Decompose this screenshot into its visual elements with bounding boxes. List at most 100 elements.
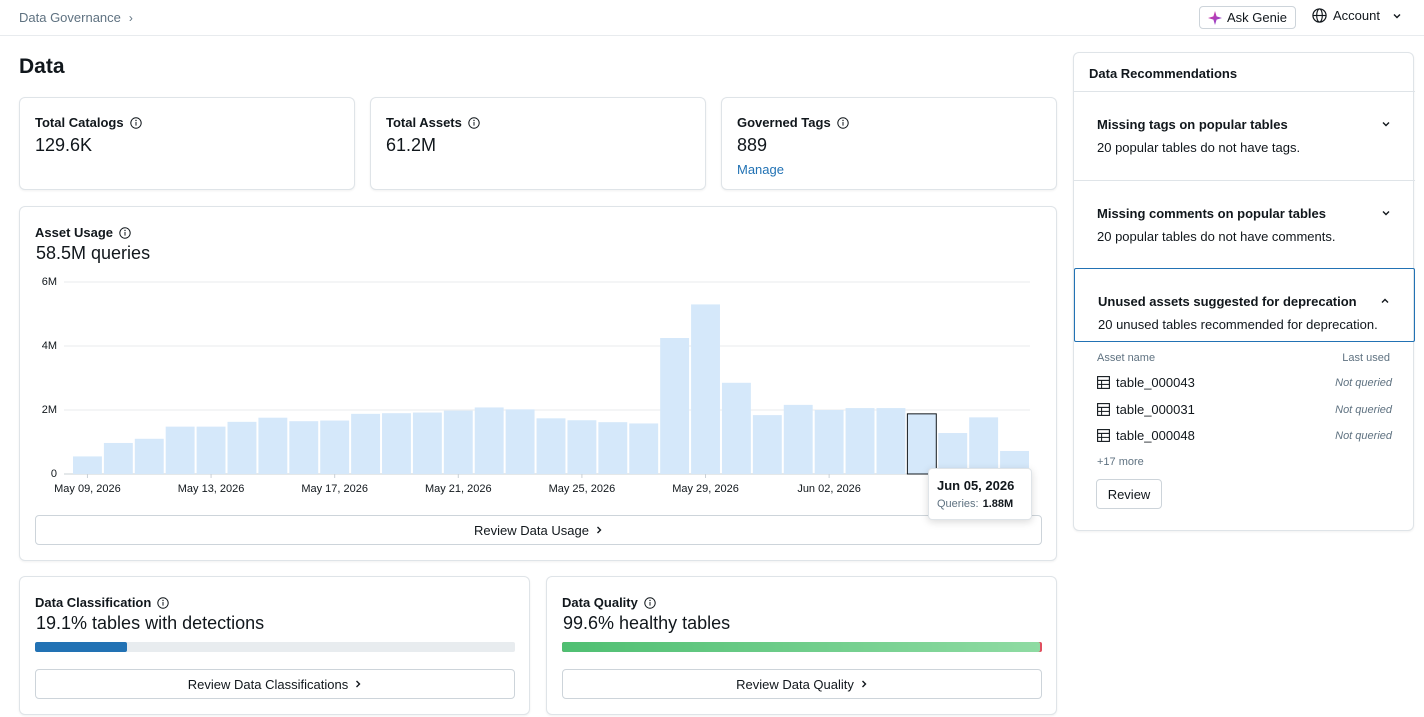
more-assets-link[interactable]: +17 more xyxy=(1097,456,1144,468)
governed-tags-label: Governed Tags xyxy=(737,115,831,130)
chart-tooltip: Jun 05, 2026 Queries: 1.88M xyxy=(928,468,1032,520)
recommendation-unused-assets[interactable]: Unused assets suggested for deprecation … xyxy=(1074,268,1415,342)
table-icon xyxy=(1097,403,1110,416)
top-bar: Data Governance › Ask Genie Account xyxy=(0,0,1424,36)
chart-bar[interactable] xyxy=(289,421,319,474)
data-classification-label: Data Classification xyxy=(35,595,152,610)
review-data-quality-button[interactable]: Review Data Quality xyxy=(562,669,1042,699)
chart-bar[interactable] xyxy=(320,420,350,474)
chart-bar[interactable] xyxy=(783,404,813,474)
account-label: Account xyxy=(1333,8,1380,23)
data-quality-label: Data Quality xyxy=(562,595,638,610)
chevron-down-icon xyxy=(1382,211,1390,216)
chart-bar[interactable] xyxy=(752,415,782,474)
review-data-quality-label: Review Data Quality xyxy=(736,676,854,692)
chart-bar[interactable] xyxy=(73,456,102,474)
chevron-down-icon xyxy=(1393,13,1401,18)
asset-last-used: Not queried xyxy=(1335,403,1392,416)
chart-bar[interactable] xyxy=(660,338,690,474)
chart-bar[interactable] xyxy=(258,417,288,474)
recommendation-missing-comments[interactable]: Missing comments on popular tables 20 po… xyxy=(1074,180,1415,268)
review-data-usage-label: Review Data Usage xyxy=(474,522,589,538)
chart-bar[interactable] xyxy=(505,409,535,474)
asset-usage-chart xyxy=(64,281,1030,478)
asset-name[interactable]: table_000048 xyxy=(1116,428,1195,443)
y-tick-3: 6M xyxy=(41,276,57,288)
info-icon[interactable] xyxy=(129,116,142,129)
chart-bar[interactable] xyxy=(814,410,844,474)
asset-name[interactable]: table_000031 xyxy=(1116,402,1195,417)
chart-bar[interactable] xyxy=(876,408,906,474)
chart-bar[interactable] xyxy=(443,410,473,474)
data-recommendations-panel: Data Recommendations Missing tags on pop… xyxy=(1073,52,1415,531)
review-data-classifications-button[interactable]: Review Data Classifications xyxy=(35,669,515,699)
chart-bar[interactable] xyxy=(845,408,875,474)
chart-bar[interactable] xyxy=(196,426,226,474)
x-tick-label: Jun 02, 2026 xyxy=(797,483,861,495)
globe-icon xyxy=(1312,8,1327,23)
asset-name[interactable]: table_000043 xyxy=(1116,375,1195,390)
tooltip-value: 1.88M xyxy=(982,498,1014,510)
x-tick-label: May 13, 2026 xyxy=(177,483,245,495)
table-icon xyxy=(1097,429,1110,442)
info-icon[interactable] xyxy=(644,596,656,609)
chart-bar[interactable] xyxy=(629,423,659,474)
recommendation-desc: 20 unused tables recommended for depreca… xyxy=(1098,317,1378,332)
asset-row[interactable]: table_000048 Not queried xyxy=(1097,428,1392,443)
info-icon[interactable] xyxy=(836,116,849,129)
chart-bar[interactable] xyxy=(412,412,442,474)
chart-bar[interactable] xyxy=(382,413,411,474)
ask-genie-button[interactable]: Ask Genie xyxy=(1199,6,1296,29)
data-classification-card: Data Classification 19.1% tables with de… xyxy=(19,576,530,715)
chart-bar[interactable] xyxy=(567,420,597,474)
recommendation-desc: 20 popular tables do not have comments. xyxy=(1097,229,1336,244)
asset-row[interactable]: table_000031 Not queried xyxy=(1097,402,1392,417)
info-icon[interactable] xyxy=(157,596,170,609)
chart-bar[interactable] xyxy=(598,422,628,474)
chart-bar[interactable] xyxy=(103,442,133,474)
chart-bar[interactable] xyxy=(721,382,751,474)
tooltip-date: Jun 05, 2026 xyxy=(937,478,1015,493)
sparkle-icon xyxy=(1208,10,1222,25)
chart-bar[interactable] xyxy=(691,304,720,474)
chevron-right-icon: › xyxy=(128,10,133,25)
recommendation-missing-tags[interactable]: Missing tags on popular tables 20 popula… xyxy=(1074,91,1415,180)
y-tick-2: 4M xyxy=(41,340,57,352)
breadcrumb-link-data-governance[interactable]: Data Governance xyxy=(19,10,121,25)
chevron-right-icon xyxy=(596,526,602,534)
chevron-down-icon xyxy=(1382,122,1390,127)
asset-last-used: Not queried xyxy=(1335,376,1392,389)
asset-row[interactable]: table_000043 Not queried xyxy=(1097,375,1392,390)
info-icon[interactable] xyxy=(119,226,131,239)
review-data-classifications-label: Review Data Classifications xyxy=(187,676,349,692)
review-button[interactable]: Review xyxy=(1096,479,1162,509)
quality-progress-bar xyxy=(562,642,1042,652)
data-quality-card: Data Quality 99.6% healthy tables Review… xyxy=(546,576,1057,715)
chart-bar[interactable] xyxy=(134,438,164,474)
total-assets-label: Total Assets xyxy=(386,115,462,130)
chart-bar[interactable] xyxy=(474,407,504,474)
x-tick-label: May 29, 2026 xyxy=(672,483,739,495)
table-icon xyxy=(1097,376,1110,389)
total-catalogs-label: Total Catalogs xyxy=(35,115,124,130)
review-data-usage-button[interactable]: Review Data Usage xyxy=(35,515,1042,545)
manage-tags-link[interactable]: Manage xyxy=(737,162,784,177)
last-used-column-header: Last used xyxy=(1342,352,1390,364)
total-assets-value: 61.2M xyxy=(386,135,437,155)
recommendation-title: Unused assets suggested for deprecation xyxy=(1098,294,1357,309)
x-tick-label: May 21, 2026 xyxy=(424,483,492,495)
chart-bar[interactable] xyxy=(969,417,999,474)
quality-progress-fill xyxy=(562,642,1041,652)
chart-bar[interactable] xyxy=(536,418,566,474)
governed-tags-card: Governed Tags 889 Manage xyxy=(721,97,1057,190)
chevron-right-icon xyxy=(861,680,867,688)
account-menu-button[interactable]: Account xyxy=(1312,8,1402,23)
chart-bar[interactable] xyxy=(227,421,257,474)
chart-bar[interactable] xyxy=(938,433,968,474)
chart-bar[interactable] xyxy=(351,413,381,474)
chart-bar[interactable] xyxy=(165,426,195,474)
chart-bar[interactable] xyxy=(906,413,937,475)
total-catalogs-card: Total Catalogs 129.6K xyxy=(19,97,355,190)
total-assets-card: Total Assets 61.2M xyxy=(370,97,706,190)
info-icon[interactable] xyxy=(468,116,480,129)
